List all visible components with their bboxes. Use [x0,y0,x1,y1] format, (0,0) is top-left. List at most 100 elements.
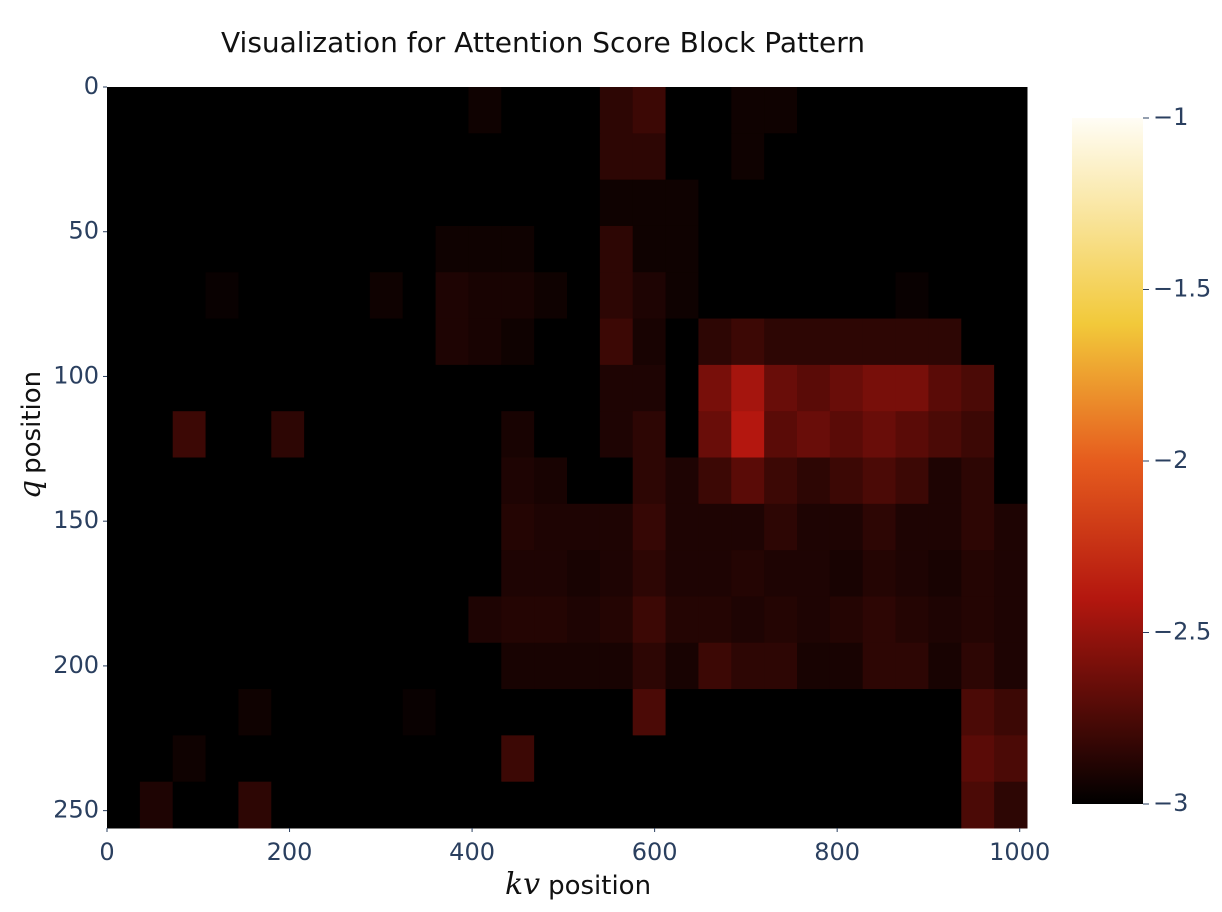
colorbar-tick-label: −1 [1153,103,1188,131]
heatmap-cell [731,689,765,736]
heatmap-cell [172,735,207,783]
heatmap-cell [238,364,272,412]
heatmap-cell [337,642,371,690]
heatmap-cell [698,272,732,320]
heatmap-cell [304,225,338,273]
heatmap-cell [271,179,305,227]
heatmap-cell [402,364,437,412]
heatmap-cell [369,133,404,181]
heatmap-cell [172,503,207,551]
heatmap-cell [337,133,371,181]
heatmap-cell [107,642,141,690]
heatmap-cell [369,596,404,644]
heatmap-cell [402,503,437,551]
heatmap-cell [369,87,404,134]
heatmap-cell [632,133,667,181]
x-tick-label: 1000 [989,838,1050,866]
x-axis-label: position [548,871,651,901]
heatmap-cell [238,87,272,134]
heatmap-cell [994,689,1028,736]
heatmap-cell [337,318,371,366]
heatmap-cell [797,179,831,227]
heatmap-cell [632,364,667,412]
heatmap-cell [632,550,667,597]
heatmap-cell [764,272,798,320]
heatmap-cell [764,87,798,134]
heatmap-cell [862,87,897,134]
heatmap-cell [337,87,371,134]
heatmap-cell [599,225,634,273]
y-tick-label: 250 [53,796,99,824]
heatmap-cell [567,364,601,412]
heatmap-cell [337,179,371,227]
heatmap-cell [829,689,864,736]
heatmap-cell [238,735,272,783]
heatmap-cell [665,318,699,366]
heatmap-cell [895,735,929,783]
heatmap-cell [501,272,535,320]
heatmap-cell [468,411,502,458]
heatmap-cell [337,735,371,783]
heatmap-cell [205,781,239,829]
heatmap-cell [271,689,305,736]
heatmap-cell [731,596,765,644]
heatmap-cell [534,689,568,736]
heatmap-cell [829,735,864,783]
heatmap-cell [928,87,962,134]
heatmap-cell [731,318,765,366]
heatmap-cell [928,689,962,736]
y-tick-label: 100 [53,361,99,389]
heatmap-cell [895,225,929,273]
heatmap-cell [829,411,864,458]
heatmap-cell [501,411,535,458]
heatmap-cell [468,781,502,829]
heatmap-cell [797,364,831,412]
heatmap-cell [567,735,601,783]
heatmap-cell [862,364,897,412]
heatmap-cell [698,364,732,412]
heatmap-cell [829,225,864,273]
heatmap-cell [304,596,338,644]
heatmap-cell [632,781,667,829]
heatmap-cell [501,457,535,505]
heatmap-cell [435,411,469,458]
heatmap-cell [435,642,469,690]
heatmap-cell [862,550,897,597]
heatmap-cell [304,272,338,320]
heatmap-cell [895,318,929,366]
heatmap-cell [534,457,568,505]
heatmap-cell [369,272,404,320]
heatmap-cell [928,133,962,181]
heatmap-cell [862,133,897,181]
heatmap-cell [731,179,765,227]
heatmap-cell [205,272,239,320]
heatmap-cell [829,642,864,690]
heatmap-cell [271,503,305,551]
heatmap-cell [402,87,437,134]
heatmap-cell [468,133,502,181]
heatmap-cell [238,457,272,505]
heatmap-cell [994,133,1028,181]
x-tick-label: 400 [449,838,495,866]
heatmap-cell [205,735,239,783]
heatmap-cell [205,596,239,644]
heatmap-cell [862,596,897,644]
heatmap-cell [304,179,338,227]
heatmap-cell [961,642,995,690]
heatmap-cell [599,503,634,551]
heatmap-cell [402,550,437,597]
heatmap-cell [928,735,962,783]
heatmap-cell [435,87,469,134]
heatmap-cell [567,689,601,736]
heatmap-cell [205,364,239,412]
heatmap-cell [764,689,798,736]
heatmap-cell [567,318,601,366]
heatmap-cell [632,596,667,644]
heatmap-cell [337,364,371,412]
heatmap-cell [402,781,437,829]
heatmap-cell [961,364,995,412]
heatmap-cell [107,87,141,134]
heatmap-cell [994,364,1028,412]
heatmap-cell [172,87,207,134]
